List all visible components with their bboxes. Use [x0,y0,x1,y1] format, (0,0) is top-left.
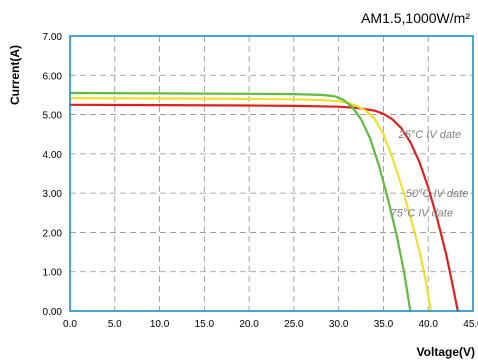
x-tick-label: 30.0 [329,319,349,330]
y-tick-label: 2.00 [43,228,63,239]
x-tick-label: 20.0 [239,319,259,330]
curve-annotations: 25°C IV date 50°C IV date 75°C IV date [391,129,469,220]
x-tick-label: 10.0 [150,319,170,330]
x-tick-label: 45.0 [463,319,478,330]
y-axis-ticks: 0.00 1.00 2.00 3.00 4.00 5.00 6.00 7.00 [43,32,63,318]
curve-annotation-1: 25°C IV date [398,129,462,141]
series-line-1 [68,103,459,313]
y-tick-label: 0.00 [43,307,63,318]
curve-annotation-2: 50°C IV date [406,188,469,200]
curve-annotation-3: 75°C IV date [391,208,454,220]
x-tick-label: 25.0 [284,319,304,330]
y-tick-label: 7.00 [43,32,63,43]
y-tick-label: 4.00 [43,150,63,161]
x-axis-ticks: 0.0 5.0 10.0 15.0 20.0 25.0 30.0 35.0 40.0 45.0 [63,319,478,330]
series-line-2 [68,97,432,313]
y-tick-label: 6.00 [43,71,63,82]
x-axis-label: Voltage(V) [417,345,475,359]
y-axis-label: Current(A) [8,45,22,105]
grid [70,36,473,311]
x-tick-label: 0.0 [63,319,77,330]
y-tick-label: 3.00 [43,189,63,200]
x-tick-label: 15.0 [195,319,215,330]
y-tick-label: 1.00 [43,268,63,279]
series-line-3 [68,91,412,313]
x-tick-label: 40.0 [418,319,438,330]
x-tick-label: 35.0 [374,319,394,330]
x-tick-label: 5.0 [108,319,122,330]
y-tick-label: 5.00 [43,111,63,122]
plot-frame [69,35,474,312]
chart-title: AM1.5,1000W/m² [361,10,470,26]
series-lines [68,91,459,313]
